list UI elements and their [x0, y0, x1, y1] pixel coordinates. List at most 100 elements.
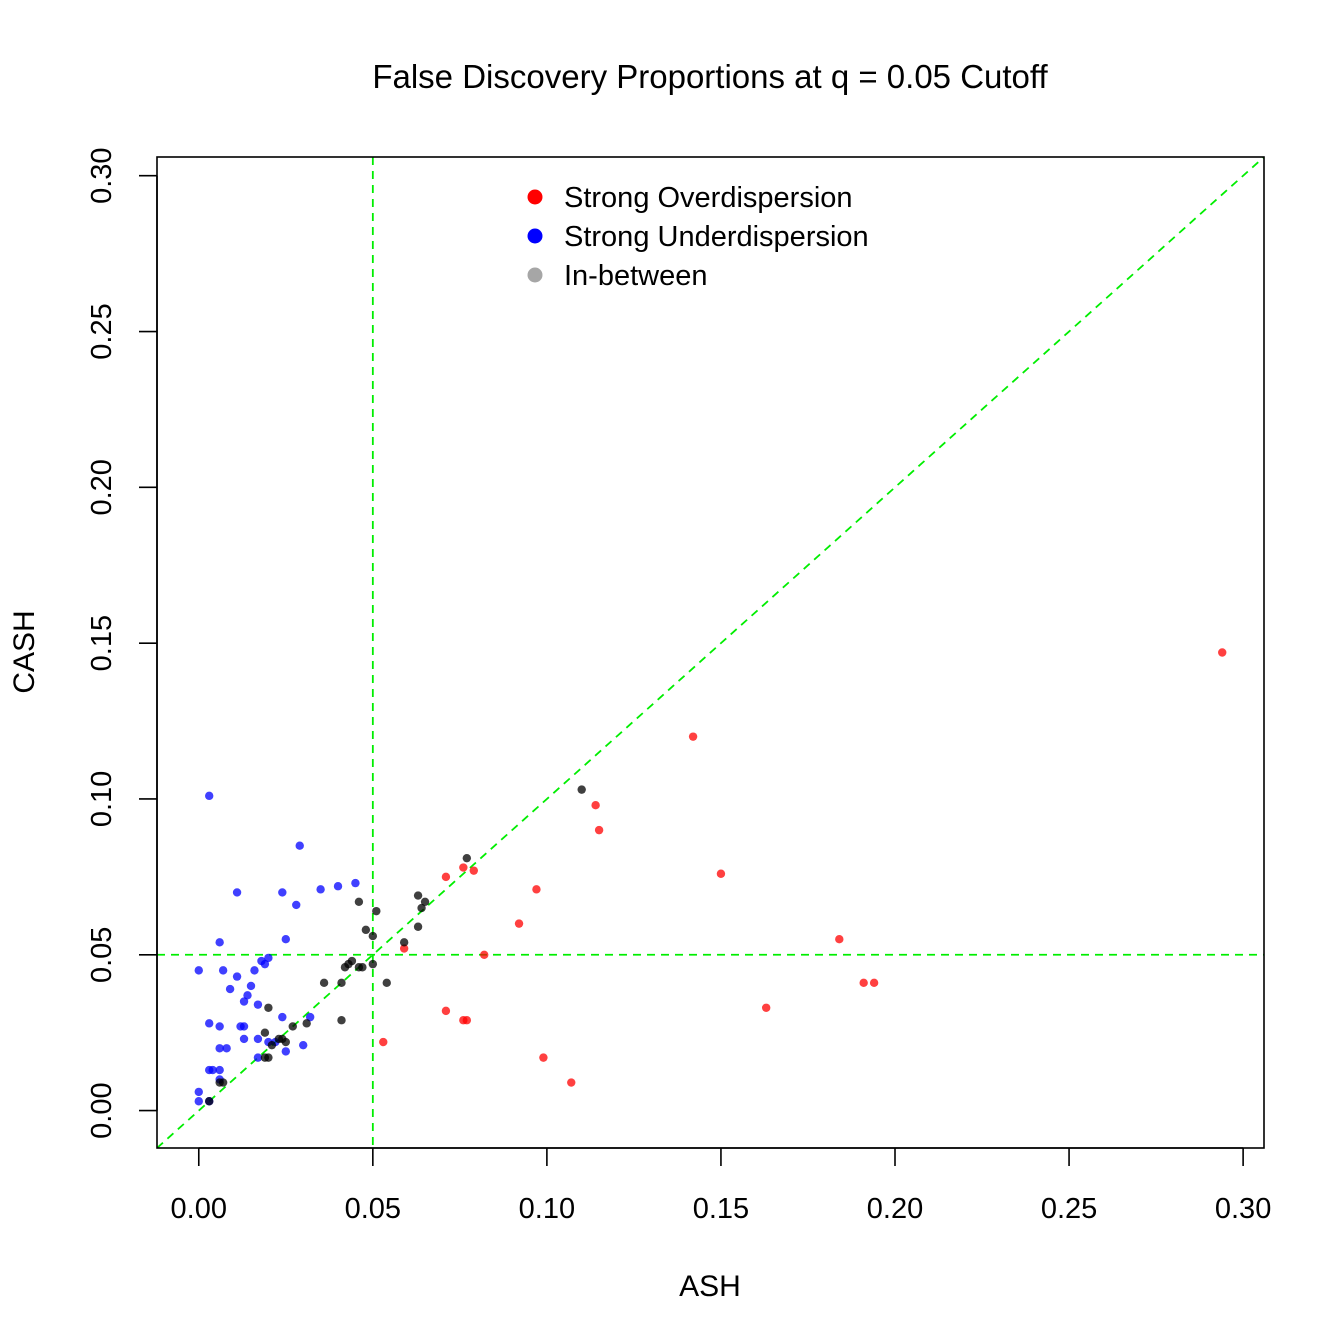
point-strong-underdispersion: [260, 959, 270, 969]
point-in-between: [399, 938, 409, 947]
point-in-between: [218, 1078, 228, 1087]
diagonal-reference-line: [156, 156, 1265, 1149]
point-in-between: [382, 978, 391, 988]
legend-marker: [527, 189, 543, 205]
point-in-between: [413, 891, 423, 900]
point-in-between: [281, 1037, 291, 1047]
point-strong-underdispersion: [305, 1012, 315, 1022]
point-strong-underdispersion: [232, 888, 242, 897]
point-in-between: [420, 897, 430, 907]
point-strong-overdispersion: [462, 1016, 472, 1025]
point-in-between: [264, 1003, 273, 1012]
point-strong-overdispersion: [567, 1078, 576, 1087]
point-in-between: [264, 1053, 273, 1062]
point-strong-overdispersion: [859, 978, 868, 988]
point-strong-underdispersion: [278, 888, 287, 897]
x-tick-label: 0.25: [1041, 1193, 1097, 1225]
x-tick-label: 0.05: [345, 1193, 401, 1225]
x-axis: 0.00 0.05 0.10 0.15 0.20 0.25 0.30: [171, 1147, 1271, 1225]
point-strong-underdispersion: [250, 966, 259, 975]
point-strong-underdispersion: [222, 1044, 231, 1053]
point-in-between: [337, 978, 346, 988]
x-tick-label: 0.30: [1215, 1193, 1271, 1225]
point-strong-overdispersion: [594, 825, 604, 835]
point-strong-overdispersion: [716, 869, 726, 878]
y-tick-label: 0.10: [86, 771, 118, 827]
x-tick-label: 0.15: [693, 1193, 749, 1225]
y-axis-label: CASH: [8, 610, 41, 693]
point-strong-underdispersion: [351, 878, 360, 888]
point-strong-overdispersion: [469, 866, 478, 875]
point-strong-underdispersion: [208, 1065, 217, 1075]
point-strong-overdispersion: [379, 1037, 388, 1047]
point-strong-underdispersion: [194, 1087, 203, 1097]
point-strong-underdispersion: [278, 1012, 287, 1022]
reference-lines: [156, 156, 1265, 1149]
point-strong-overdispersion: [459, 863, 468, 872]
x-axis-label: ASH: [679, 1270, 741, 1303]
x-tick-label: 0.10: [519, 1193, 575, 1225]
point-strong-overdispersion: [1218, 648, 1227, 657]
point-strong-underdispersion: [253, 1034, 263, 1044]
point-in-between: [205, 1097, 214, 1106]
point-in-between: [288, 1022, 297, 1031]
y-tick-label: 0.00: [86, 1082, 118, 1138]
point-strong-underdispersion: [281, 1047, 291, 1056]
point-strong-underdispersion: [239, 1022, 249, 1031]
point-strong-underdispersion: [253, 1000, 263, 1009]
point-strong-overdispersion: [835, 935, 844, 944]
legend-label: Strong Overdispersion: [564, 182, 853, 214]
y-axis: 0.00 0.05 0.10 0.15 0.20 0.25 0.30: [86, 147, 158, 1139]
point-strong-underdispersion: [295, 841, 304, 850]
data-points: [194, 648, 1227, 1106]
point-in-between: [358, 963, 367, 972]
point-in-between: [577, 785, 586, 794]
point-strong-overdispersion: [480, 950, 489, 959]
point-in-between: [260, 1028, 270, 1037]
point-in-between: [340, 963, 350, 972]
point-in-between: [302, 1019, 311, 1028]
x-tick-label: 0.00: [171, 1193, 227, 1225]
point-in-between: [361, 925, 371, 935]
point-in-between: [368, 931, 378, 941]
point-strong-underdispersion: [264, 953, 273, 963]
point-strong-overdispersion: [441, 872, 451, 882]
legend: Strong Overdispersion Strong Underdispers…: [527, 182, 869, 292]
point-strong-overdispersion: [539, 1053, 548, 1062]
point-strong-overdispersion: [514, 919, 524, 928]
point-strong-underdispersion: [243, 991, 252, 1000]
point-strong-underdispersion: [281, 935, 291, 944]
y-tick-label: 0.05: [86, 927, 118, 983]
y-tick-label: 0.30: [86, 147, 118, 203]
point-strong-underdispersion: [194, 1097, 203, 1106]
point-strong-underdispersion: [205, 1019, 214, 1028]
point-strong-overdispersion: [591, 801, 600, 810]
legend-marker: [527, 228, 543, 244]
y-tick-label: 0.15: [86, 615, 118, 671]
point-in-between: [354, 897, 364, 907]
point-in-between: [413, 922, 423, 931]
point-strong-underdispersion: [215, 1065, 224, 1075]
point-strong-underdispersion: [205, 791, 214, 801]
point-strong-overdispersion: [688, 732, 698, 741]
point-in-between: [337, 1016, 346, 1025]
point-strong-overdispersion: [869, 978, 879, 988]
point-strong-underdispersion: [215, 1022, 224, 1031]
point-strong-underdispersion: [215, 938, 224, 947]
chart-title: False Discovery Proportions at q = 0.05 …: [372, 58, 1048, 95]
point-strong-underdispersion: [253, 1053, 263, 1062]
point-strong-underdispersion: [239, 997, 249, 1006]
point-in-between: [319, 978, 329, 988]
point-strong-underdispersion: [246, 981, 256, 991]
point-strong-underdispersion: [239, 1034, 249, 1044]
y-tick-label: 0.25: [86, 303, 118, 359]
point-strong-underdispersion: [232, 972, 242, 981]
point-strong-underdispersion: [333, 882, 343, 891]
point-strong-overdispersion: [441, 1006, 451, 1016]
point-in-between: [267, 1040, 277, 1050]
x-tick-label: 0.20: [867, 1193, 923, 1225]
point-strong-overdispersion: [399, 944, 409, 953]
point-strong-underdispersion: [218, 966, 228, 975]
point-in-between: [368, 959, 378, 969]
